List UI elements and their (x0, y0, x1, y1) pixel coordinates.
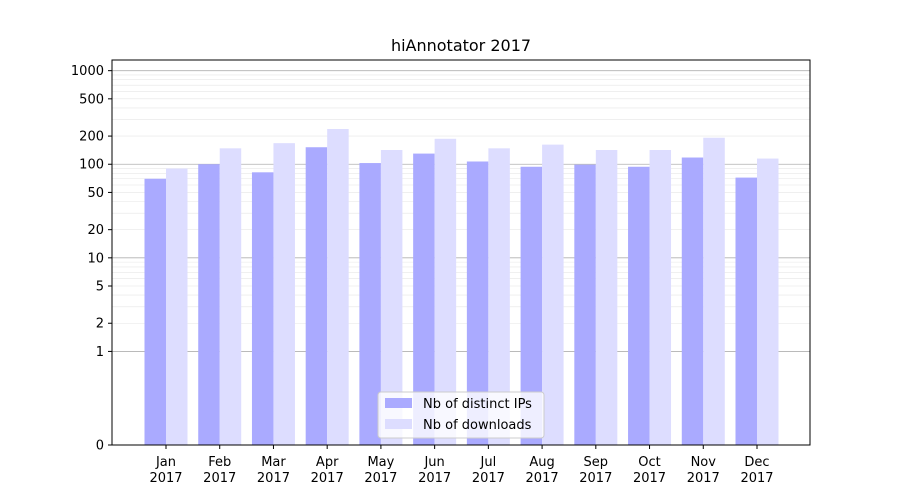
legend-label-distinct-ips: Nb of distinct IPs (423, 397, 532, 412)
y-tick-label: 100 (79, 158, 104, 173)
bar-distinct-ips (144, 178, 166, 446)
x-tick-label: Sep 2017 (579, 455, 612, 486)
bar-distinct-ips (198, 164, 220, 445)
bar-distinct-ips (628, 166, 650, 446)
x-tick-label: Jan 2017 (149, 455, 182, 486)
y-tick-label: 10 (87, 251, 104, 266)
legend-box (377, 391, 545, 439)
bar-downloads (542, 144, 564, 445)
legend: Nb of distinct IPs Nb of downloads (377, 391, 545, 439)
chart-title: hiAnnotator 2017 (391, 36, 531, 55)
x-tick-label: Jun 2017 (418, 455, 451, 486)
bar-downloads (380, 149, 403, 445)
x-tick-label: Dec 2017 (740, 455, 773, 486)
y-tick-label: 50 (87, 186, 104, 201)
bar-distinct-ips (681, 157, 704, 445)
y-tick-label: 20 (87, 223, 104, 238)
y-axis: 0 1 2 5 10 20 50 100 200 500 1000 (71, 64, 112, 454)
bar-distinct-ips (466, 161, 489, 445)
bar-distinct-ips (251, 172, 274, 446)
x-tick-label: Aug 2017 (526, 455, 559, 486)
legend-swatch-downloads (385, 419, 412, 429)
x-tick-label: Mar 2017 (257, 455, 290, 486)
bar-distinct-ips (305, 147, 328, 445)
y-tick-label: 0 (96, 439, 104, 454)
axes-frame (111, 59, 811, 446)
x-axis: Jan 2017 Feb 2017 Mar 2017 Apr 2017 May 2017 Jun 20… (149, 445, 774, 486)
bar-distinct-ips (735, 177, 757, 446)
bar-distinct-ips (520, 166, 543, 446)
bar-downloads (757, 158, 779, 445)
y-tick-label: 1000 (71, 64, 104, 79)
bar-downloads (434, 138, 457, 445)
x-tick-label: Nov 2017 (687, 455, 720, 486)
bar-distinct-ips (574, 164, 596, 445)
legend-swatch-distinct-ips (385, 398, 412, 408)
bar-downloads (703, 137, 725, 445)
x-tick-label: May 2017 (364, 455, 397, 486)
y-tick-label: 2 (96, 317, 104, 332)
bar-distinct-ips (359, 163, 381, 445)
bar-distinct-ips (413, 153, 435, 446)
legend-label-downloads: Nb of downloads (423, 418, 532, 433)
bar-downloads (273, 143, 295, 445)
y-tick-label: 500 (79, 92, 104, 107)
bar-downloads (649, 149, 672, 445)
y-tick-label: 200 (79, 130, 104, 145)
x-tick-label: Jul 2017 (472, 455, 505, 486)
bars (144, 129, 779, 446)
bar-downloads (219, 148, 242, 446)
bar-downloads (166, 168, 188, 445)
x-tick-label: Oct 2017 (633, 455, 666, 486)
x-tick-label: Feb 2017 (203, 455, 236, 486)
y-tick-label: 5 (96, 280, 104, 295)
bar-downloads (488, 148, 510, 446)
bar-downloads (595, 149, 618, 445)
bar-downloads (327, 129, 349, 445)
x-tick-label: Apr 2017 (311, 455, 344, 486)
y-tick-label: 1 (96, 345, 104, 360)
